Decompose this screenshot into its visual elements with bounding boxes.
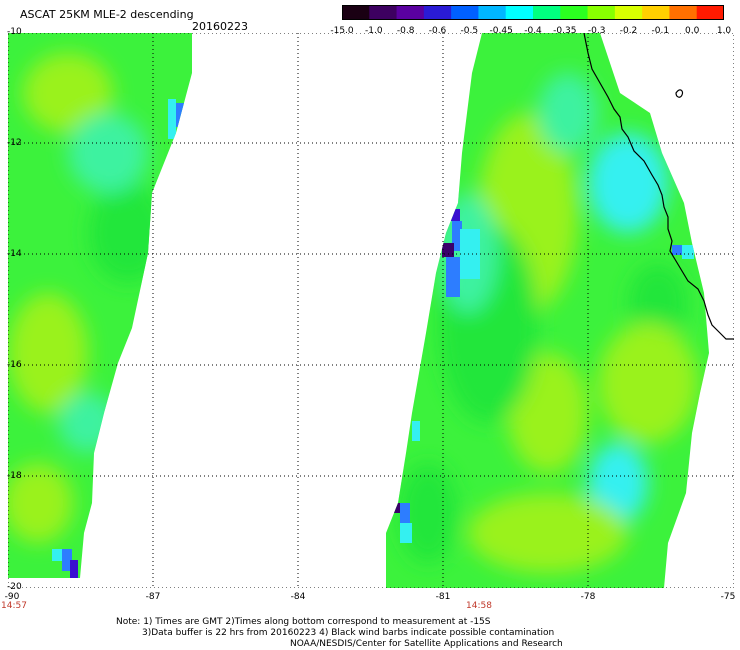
lon-label: -81 <box>435 592 451 602</box>
colorbar-segment <box>451 5 479 20</box>
lat-label: -12 <box>7 138 22 148</box>
lat-label: -10 <box>7 27 22 37</box>
colorbar-tick-label: -0.45 <box>489 26 513 36</box>
note-line-1: Note: 1) Times are GMT 2)Times along bot… <box>116 617 491 627</box>
colorbar-tick-label: -0.2 <box>619 26 638 36</box>
lat-label: -20 <box>7 582 22 592</box>
time-label: 14:58 <box>466 601 492 611</box>
colorbar-segment <box>560 5 589 20</box>
lon-label: -78 <box>580 592 596 602</box>
colorbar-segment <box>533 5 561 20</box>
lat-label: -14 <box>7 249 22 259</box>
colorbar-segment <box>614 5 643 20</box>
lat-label: -18 <box>7 471 22 481</box>
lat-label: -16 <box>7 360 22 370</box>
lon-label: -87 <box>145 592 161 602</box>
grid-lines <box>8 33 734 588</box>
colorbar-segment <box>505 5 534 20</box>
left-swath <box>8 33 192 578</box>
lon-label: -75 <box>720 592 736 602</box>
note-line-2: 3)Data buffer is 22 hrs from 20160223 4)… <box>142 628 555 638</box>
colorbar-segment <box>396 5 425 20</box>
colorbar-tick-label: -1.0 <box>365 26 383 36</box>
colorbar-tick-label: 0.0 <box>684 26 700 36</box>
colorbar-border <box>342 5 724 20</box>
colorbar-segment <box>642 5 670 20</box>
colorbar-tick-label: 1.0 <box>716 26 732 36</box>
map-title: ASCAT 25KM MLE-2 descending <box>20 8 194 21</box>
coastline <box>583 33 734 340</box>
colorbar-segment <box>587 5 616 20</box>
colorbar-tick-label: -0.4 <box>524 26 542 36</box>
colorbar-tick-label: -0.8 <box>396 26 415 36</box>
map-date: 20160223 <box>192 20 248 33</box>
colorbar <box>342 5 724 20</box>
colorbar-segment <box>423 5 452 20</box>
lon-label: -84 <box>290 592 306 602</box>
colorbar-tick-label: -0.5 <box>460 26 479 36</box>
colorbar-segment <box>478 5 507 20</box>
colorbar-segment <box>669 5 698 20</box>
colorbar-segment <box>696 5 724 20</box>
colorbar-segment <box>369 5 398 20</box>
colorbar-tick-label: -0.1 <box>651 26 670 36</box>
colorbar-tick-label: -0.6 <box>428 26 447 36</box>
colorbar-segment <box>342 5 370 20</box>
colorbar-tick-label: -0.35 <box>553 26 577 36</box>
colorbar-tick-label: -15.0 <box>330 26 354 36</box>
wind-map <box>8 33 734 588</box>
lon-label: -90 <box>4 592 20 602</box>
right-swath <box>386 33 709 588</box>
time-label: 14:57 <box>1 601 27 611</box>
colorbar-tick-label: -0.3 <box>587 26 606 36</box>
note-line-3: NOAA/NESDIS/Center for Satellite Applica… <box>290 639 563 649</box>
